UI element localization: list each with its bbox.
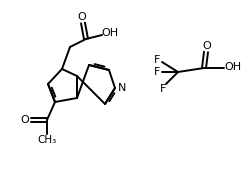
- Text: O: O: [202, 41, 210, 51]
- Text: F: F: [159, 84, 166, 94]
- Text: F: F: [153, 67, 160, 77]
- Text: CH₃: CH₃: [37, 135, 56, 145]
- Text: N: N: [117, 83, 126, 93]
- Text: F: F: [153, 55, 160, 65]
- Text: OH: OH: [224, 62, 240, 72]
- Text: O: O: [77, 12, 86, 22]
- Text: O: O: [20, 115, 29, 125]
- Text: OH: OH: [101, 28, 118, 38]
